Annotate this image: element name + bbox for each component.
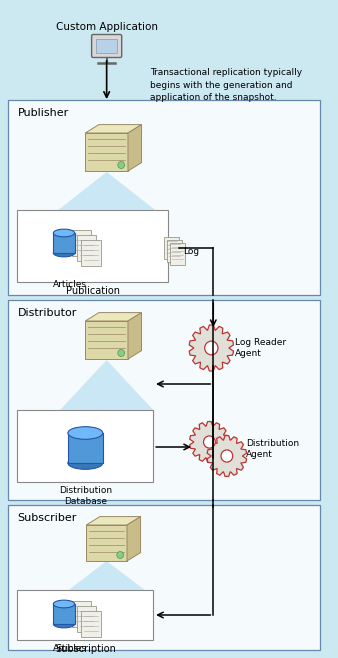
Ellipse shape [68,457,103,469]
FancyBboxPatch shape [53,233,75,253]
Ellipse shape [53,600,75,608]
Text: Publisher: Publisher [18,108,69,118]
Circle shape [203,436,215,448]
Circle shape [205,341,218,355]
Text: Transactional replication typically
begins with the generation and
application o: Transactional replication typically begi… [150,68,303,102]
FancyBboxPatch shape [92,34,122,57]
FancyBboxPatch shape [72,601,91,627]
FancyBboxPatch shape [18,210,168,282]
Text: Custom Application: Custom Application [56,22,158,32]
Text: Publication: Publication [66,286,120,296]
Ellipse shape [53,229,75,237]
Polygon shape [62,561,151,595]
Polygon shape [128,124,142,171]
Polygon shape [58,360,155,412]
FancyBboxPatch shape [18,590,153,640]
FancyBboxPatch shape [8,300,320,500]
FancyBboxPatch shape [81,240,101,266]
Text: Log Reader
Agent: Log Reader Agent [235,338,286,359]
Circle shape [221,450,233,462]
Text: Log: Log [183,247,199,257]
Circle shape [118,349,125,357]
Ellipse shape [53,249,75,257]
Circle shape [117,551,124,559]
Polygon shape [207,436,246,476]
Polygon shape [85,313,142,321]
FancyBboxPatch shape [77,606,96,632]
Polygon shape [86,525,127,561]
Text: Articles: Articles [53,644,87,653]
Polygon shape [85,124,142,133]
FancyBboxPatch shape [8,505,320,650]
FancyBboxPatch shape [72,230,91,256]
Circle shape [118,161,125,168]
FancyBboxPatch shape [8,100,320,295]
Polygon shape [127,517,141,561]
FancyBboxPatch shape [53,604,75,624]
Text: Subscriber: Subscriber [18,513,77,523]
Polygon shape [58,172,155,210]
FancyBboxPatch shape [96,39,117,53]
Text: Subscription: Subscription [55,644,116,654]
Polygon shape [85,321,128,359]
Text: Articles: Articles [53,280,87,289]
Ellipse shape [68,426,103,440]
Text: Distribution
Database: Distribution Database [59,486,112,506]
Polygon shape [86,517,141,525]
FancyBboxPatch shape [77,235,96,261]
Text: Distribution
Agent: Distribution Agent [246,439,299,459]
FancyBboxPatch shape [167,240,182,262]
FancyBboxPatch shape [170,243,185,265]
Text: Distributor: Distributor [18,308,77,318]
FancyBboxPatch shape [68,433,103,463]
FancyBboxPatch shape [164,237,179,259]
Polygon shape [128,313,142,359]
Polygon shape [189,325,234,371]
FancyBboxPatch shape [18,410,153,482]
FancyBboxPatch shape [81,611,101,637]
Polygon shape [190,422,229,463]
Polygon shape [85,133,128,171]
Ellipse shape [53,620,75,628]
